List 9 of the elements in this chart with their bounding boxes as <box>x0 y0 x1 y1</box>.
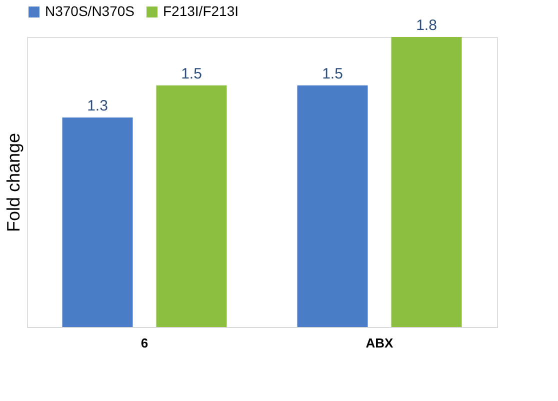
data-label: 1.5 <box>181 65 202 82</box>
legend-label: F213I/F213I <box>163 3 238 19</box>
data-label: 1.8 <box>416 17 437 34</box>
data-label: 1.5 <box>322 65 343 82</box>
data-label: 1.3 <box>87 98 108 115</box>
x-tick-label: ABX <box>366 336 394 350</box>
y-axis-title: Fold change <box>4 132 24 232</box>
x-tick-label: 6 <box>140 336 148 350</box>
legend-label: N370S/N370S <box>45 3 135 19</box>
